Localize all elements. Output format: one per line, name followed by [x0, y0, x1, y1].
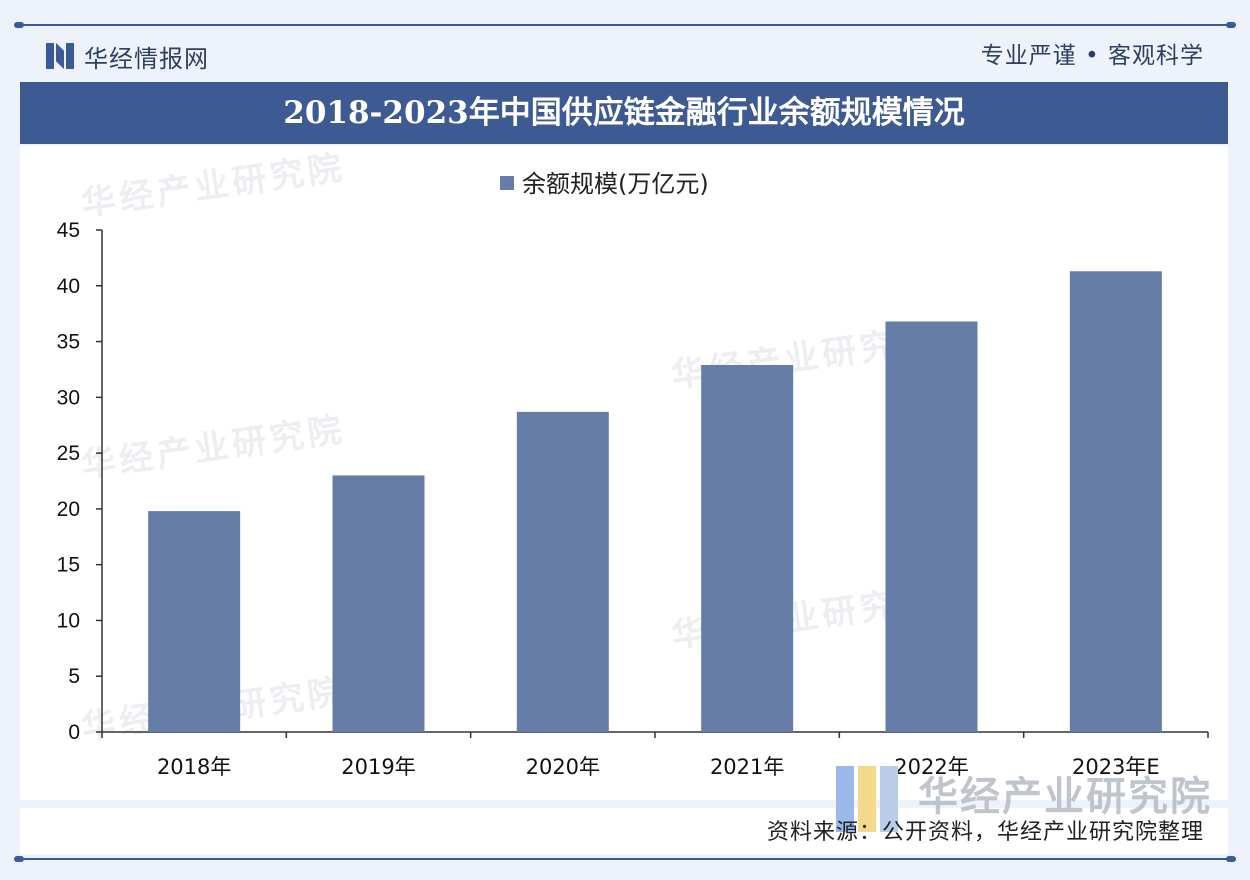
y-tick-label: 25: [57, 442, 80, 465]
y-tick-label: 10: [57, 609, 80, 632]
source-note: 资料来源：公开资料，华经产业研究院整理: [766, 820, 1204, 845]
legend-label: 余额规模(万亿元): [522, 170, 709, 198]
top-divider-line: [14, 22, 1236, 28]
y-tick-label: 20: [57, 498, 80, 521]
watermark-logo-text: 华经产业研究院: [918, 774, 1212, 820]
watermark-logo-icon: [836, 766, 900, 832]
bar: [1069, 271, 1162, 732]
bottom-divider-line: [14, 856, 1236, 862]
x-tick-label: 2022年: [894, 755, 968, 779]
slogan: 专业严谨 • 客观科学: [980, 43, 1204, 69]
y-tick-label: 45: [57, 219, 80, 242]
y-tick-label: 35: [57, 331, 80, 354]
x-tick-label: 2019年: [341, 755, 415, 779]
y-tick-label: 15: [57, 554, 80, 577]
chart-title: 2018-2023年中国供应链金融行业余额规模情况: [20, 82, 1228, 144]
legend-swatch: [500, 176, 514, 190]
x-tick-label: 2021年: [710, 755, 784, 779]
brand: 华经情报网: [46, 36, 209, 76]
footer-panel: [20, 808, 1228, 854]
bar: [701, 364, 794, 732]
bar: [516, 411, 609, 732]
y-tick-label: 30: [57, 386, 80, 409]
bar: [148, 511, 241, 732]
brand-logo-icon: [46, 43, 74, 69]
y-tick-label: 40: [57, 275, 80, 298]
x-tick-label: 2018年: [157, 755, 231, 779]
x-tick-label: 2023年E: [1072, 755, 1160, 779]
y-tick-label: 5: [68, 665, 80, 688]
brand-name: 华经情报网: [84, 44, 209, 73]
bar: [885, 321, 978, 732]
x-tick-label: 2020年: [526, 755, 600, 779]
y-tick-label: 0: [68, 721, 80, 744]
bar: [332, 475, 425, 732]
